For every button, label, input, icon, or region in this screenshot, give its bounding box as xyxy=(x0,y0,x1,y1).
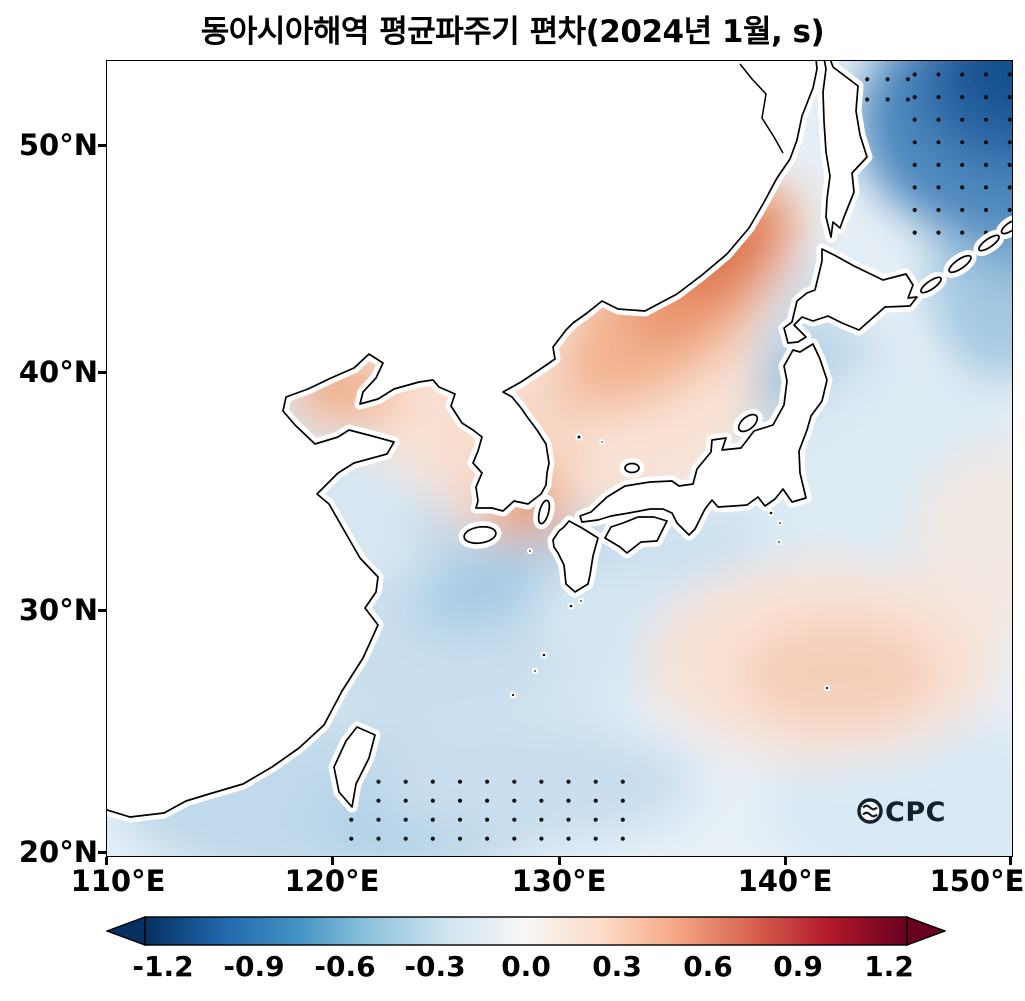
y-tickmark xyxy=(98,851,106,854)
island-jeju xyxy=(463,525,497,545)
island-izu xyxy=(776,519,784,527)
colorbar-tick-label: -0.3 xyxy=(404,950,466,983)
y-tickmark xyxy=(98,609,106,612)
x-tick-label-130e: 130°E xyxy=(511,864,607,898)
island-izu xyxy=(767,509,775,517)
ocpc-logo: CPC xyxy=(857,797,946,828)
chart-title: 동아시아해역 평균파주기 편차(2024년 1월, s) xyxy=(200,14,825,50)
colorbar-tick-label: -0.6 xyxy=(314,950,376,983)
island-kuril xyxy=(920,276,942,294)
x-tick-label-120e: 120°E xyxy=(284,864,380,898)
ocpc-logo-o-icon xyxy=(857,798,883,824)
y-tickmark xyxy=(98,371,106,374)
island-kuril xyxy=(978,234,1000,252)
x-tickmark xyxy=(784,857,787,865)
colorbar-left-arrow xyxy=(104,915,146,947)
x-tick-label-110e: 110°E xyxy=(70,864,166,898)
colorbar-tick-label: 0.0 xyxy=(501,950,551,983)
coastlines xyxy=(107,61,1012,818)
island-oki xyxy=(624,462,640,474)
island-tanegashima xyxy=(577,597,585,605)
colorbar: -1.2 -0.9 -0.6 -0.3 0.0 0.3 0.6 0.9 1.2 xyxy=(104,915,948,996)
x-tickmark xyxy=(558,857,561,865)
colorbar-tick-label: -1.2 xyxy=(132,950,194,983)
colorbar-right-arrow xyxy=(906,915,948,947)
island-kuril xyxy=(1000,219,1012,235)
x-tick-label-140e: 140°E xyxy=(737,864,833,898)
y-tick-label-30n: 30°N xyxy=(18,593,98,627)
map-canvas: CPC xyxy=(107,61,1012,856)
wave-icon xyxy=(862,804,878,811)
island-okinawa xyxy=(509,691,517,699)
x-tickmark xyxy=(1009,857,1012,865)
colorbar-tick-label: 0.3 xyxy=(592,950,642,983)
island-izu xyxy=(775,538,783,546)
colorbar-tick-label: 0.9 xyxy=(773,950,823,983)
x-tickmark xyxy=(331,857,334,865)
colorbar-tick-label: 1.2 xyxy=(864,950,914,983)
island-amami xyxy=(540,651,548,659)
y-tick-label-40n: 40°N xyxy=(18,355,98,389)
colorbar-gradient-rect xyxy=(144,916,908,946)
island-tsushima xyxy=(537,499,551,525)
island-sado xyxy=(737,413,759,433)
island-ulleungdo xyxy=(575,433,583,441)
island-goto xyxy=(526,547,534,555)
x-tickmark xyxy=(105,857,108,865)
map-frame: CPC xyxy=(106,60,1013,857)
y-tickmark xyxy=(98,144,106,147)
island-kuril xyxy=(948,254,972,274)
colorbar-bar xyxy=(104,915,948,947)
river-amur xyxy=(739,63,784,154)
island-amami xyxy=(531,667,539,675)
island-ogasawara xyxy=(823,684,831,692)
island-yakushima xyxy=(567,602,575,610)
wave-icon xyxy=(862,811,878,818)
x-tick-label-150e: 150°E xyxy=(929,864,1025,898)
ocpc-logo-text: CPC xyxy=(885,797,946,828)
islets xyxy=(509,433,831,699)
colorbar-tick-label: 0.6 xyxy=(683,950,733,983)
y-tick-label-20n: 20°N xyxy=(18,835,98,869)
y-tick-label-50n: 50°N xyxy=(18,128,98,162)
stipple-dots xyxy=(349,61,1012,841)
colorbar-tick-label: -0.9 xyxy=(223,950,285,983)
island-dokdo xyxy=(599,439,605,445)
